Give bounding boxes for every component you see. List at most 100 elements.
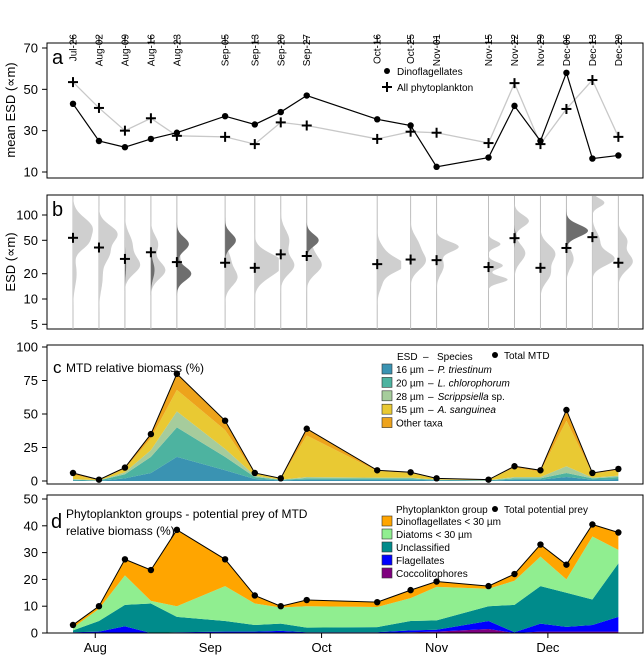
date-label: Oct-16 [373,34,384,64]
date-label: Nov-22 [510,34,521,67]
area-series-d-4 [73,524,619,628]
mean-esd-marker [587,232,598,243]
mean-esd-marker [93,242,104,253]
total-potential-prey-point [303,596,310,604]
dinoflagellates-distribution [150,196,155,329]
legend-label: Dinoflagellates [397,67,463,78]
y-tick-label: 50 [24,492,38,507]
all-phytoplankton-distribution [280,196,295,329]
legend-dash: – [428,392,434,403]
legend-label: Coccolitophores [396,569,468,580]
total-mtd-point [277,475,284,482]
legend-label: Unclassified [396,543,450,554]
date-label: Aug-02 [94,34,105,67]
series-line [72,78,619,146]
y-tick-label: 25 [24,440,38,455]
legend-species: Scrippsiella [438,392,490,403]
all-phytoplankton-point [405,126,416,137]
dinoflagellates-point [589,155,596,162]
legend-swatch [381,528,393,540]
total-mtd-point [615,465,622,473]
all-phytoplankton-distribution [73,196,93,329]
panel-title: relative biomass (%) [66,524,175,538]
total-potential-prey-point [221,556,229,563]
legend-swatch [381,417,393,428]
total-mtd-point [173,370,181,377]
date-label: Aug-23 [172,34,183,67]
all-phytoplankton-point [301,120,312,131]
date-label: Nov-29 [536,34,547,67]
panel-label: a [52,47,64,69]
date-label: Sep-05 [221,34,232,67]
total-potential-prey-point [173,526,181,534]
total-mtd-point [95,476,103,483]
all-phytoplankton-point [220,131,231,142]
legend-label: 16 µm – P. triestinum [396,365,492,376]
all-phytoplankton-distribution [306,196,322,329]
all-phytoplankton-point [483,138,494,149]
all-phytoplankton-point [587,75,598,86]
date-label: Sep-13 [250,34,261,67]
panel-label: d [51,511,62,533]
panel-title: Phytoplankton groups - potential prey of… [66,507,308,521]
y-tick-label: 10 [24,599,38,614]
y-tick-label: 0 [31,474,38,489]
all-phytoplankton-distribution [377,196,402,329]
total-mtd-point [303,425,310,432]
mean-esd-marker [171,257,182,268]
legend-species-suffix: sp. [489,392,505,403]
legend-header: ESD [397,352,418,363]
dinoflagellates-point [251,121,258,128]
total-potential-prey-point [485,582,492,590]
all-phytoplankton-point [275,117,286,128]
mean-esd-marker [372,259,383,270]
total-mtd-point [537,467,544,474]
total-potential-prey-point [511,570,518,578]
date-label: Aug-09 [120,34,131,67]
legend-label: Total potential prey [504,505,588,516]
all-phytoplankton-point [93,102,104,113]
y-tick-label: 50 [24,233,38,248]
legend-species: P. triestinum [438,365,492,376]
y-tick-label: 100 [16,340,38,355]
mean-esd-marker [431,255,442,266]
legend-species: L. chlorophorum [438,378,510,389]
legend-label: 45 µm – A. sanguinea [396,405,496,416]
legend-label: 20 µm – L. chlorophorum [396,378,510,389]
legend-plus-icon [382,82,392,92]
legend-esd: 28 µm [396,392,424,403]
total-potential-prey-point [563,561,570,568]
all-phytoplankton-point [561,103,572,114]
y-tick-label: 20 [24,572,38,587]
legend-dash: – [428,378,434,389]
y-tick-label: 100 [16,208,38,223]
legend-label: Dinoflagellates < 30 µm [396,517,501,528]
date-label: Dec-13 [588,34,599,67]
all-phytoplankton-point [171,130,182,141]
date-label: Jul-26 [69,34,80,62]
dinoflagellates-point [485,154,492,161]
dinoflagellates-point [615,152,622,159]
legend-dot-icon [492,506,498,512]
total-potential-prey-point [147,566,155,574]
legend-label: 28 µm – Scrippsiella sp. [396,392,505,403]
total-mtd-point [563,406,570,414]
date-label: Oct-25 [406,34,417,64]
total-mtd-point [511,463,518,470]
panel-label: c [53,358,62,377]
mean-esd-marker [535,262,546,273]
area-series-c-3 [73,389,619,481]
area-series-d-2 [73,563,619,633]
mean-esd-marker [68,232,78,243]
total-potential-prey-point [251,592,258,599]
dinoflagellates-point [147,135,155,143]
series-line [72,70,619,168]
mean-esd-marker [119,253,130,264]
dinoflagellates-distribution [566,196,588,329]
x-tick-label: Nov [425,640,449,655]
all-phytoplankton-point [509,78,520,89]
y-tick-label: 75 [24,373,38,388]
legend-label: Flagellates [396,556,444,567]
y-tick-label: 10 [24,292,38,307]
